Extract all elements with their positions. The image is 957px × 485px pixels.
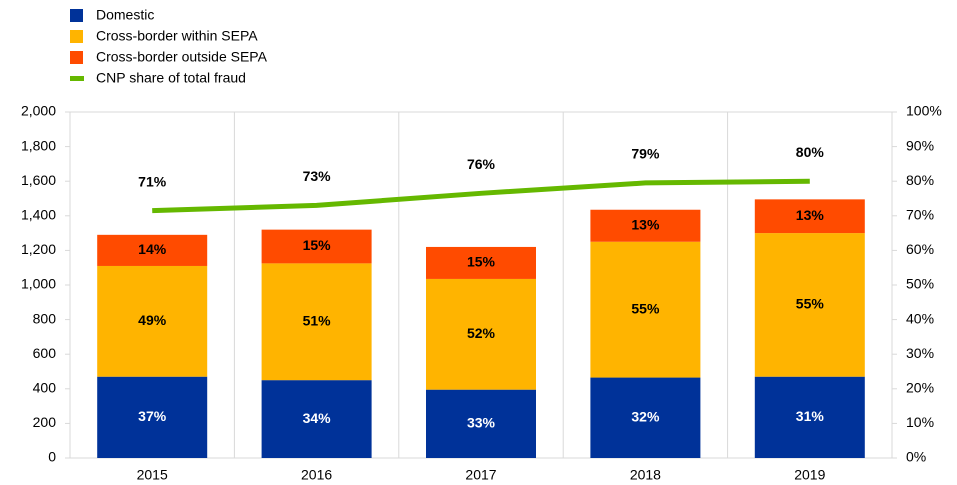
share-label: 49% <box>138 312 167 328</box>
y-tick-label: 0 <box>48 449 56 465</box>
y-tick-label: 2,000 <box>21 103 56 119</box>
x-tick-label: 2015 <box>137 467 168 483</box>
line-label: 73% <box>303 168 332 184</box>
bar-segment <box>754 233 865 377</box>
y-tick-label: 600 <box>33 345 57 361</box>
x-tick-label: 2016 <box>301 467 332 483</box>
share-label: 13% <box>796 207 825 223</box>
y2-tick-label: 0% <box>906 449 926 465</box>
bar-segment <box>261 263 372 381</box>
share-label: 51% <box>303 312 332 328</box>
y2-tick-label: 80% <box>906 172 934 188</box>
y2-tick-label: 100% <box>906 103 942 119</box>
line-label: 71% <box>138 173 167 189</box>
y2-tick-label: 50% <box>906 276 934 292</box>
legend-label: Cross-border within SEPA <box>96 28 258 44</box>
bar-segment <box>426 246 536 279</box>
legend-swatch <box>70 76 84 81</box>
bar-segment <box>590 241 701 378</box>
y2-tick-label: 30% <box>906 345 934 361</box>
share-label: 14% <box>138 241 167 257</box>
y2-tick-label: 70% <box>906 207 934 223</box>
legend-label: Domestic <box>96 7 154 23</box>
y-tick-label: 800 <box>33 310 57 326</box>
y-tick-label: 200 <box>33 414 57 430</box>
y-tick-label: 1,600 <box>21 172 56 188</box>
share-label: 34% <box>303 410 332 426</box>
x-tick-label: 2019 <box>794 467 825 483</box>
x-tick-label: 2018 <box>630 467 661 483</box>
y-tick-label: 1,200 <box>21 241 56 257</box>
y2-tick-label: 40% <box>906 310 934 326</box>
y-tick-label: 1,000 <box>21 276 56 292</box>
share-label: 33% <box>467 415 496 431</box>
legend-swatch <box>70 30 83 43</box>
share-label: 32% <box>631 408 660 424</box>
share-label: 55% <box>796 296 825 312</box>
x-tick-label: 2017 <box>465 467 496 483</box>
y2-tick-label: 10% <box>906 414 934 430</box>
legend-label: Cross-border outside SEPA <box>96 49 268 65</box>
legend-label: CNP share of total fraud <box>96 70 246 86</box>
bar-segment <box>261 380 372 458</box>
line-label: 80% <box>796 144 825 160</box>
share-label: 37% <box>138 408 167 424</box>
y-tick-label: 1,400 <box>21 207 56 223</box>
share-label: 13% <box>631 216 660 232</box>
y2-tick-label: 90% <box>906 137 934 153</box>
share-label: 55% <box>631 300 660 316</box>
bar-segment <box>426 278 536 390</box>
legend-swatch <box>70 51 83 64</box>
bar-segment <box>754 199 865 234</box>
y2-tick-label: 60% <box>906 241 934 257</box>
line-label: 76% <box>467 156 496 172</box>
bar-segment <box>97 265 208 377</box>
bar-segment <box>590 377 701 458</box>
share-label: 52% <box>467 325 496 341</box>
bar-segment <box>97 376 208 458</box>
share-label: 31% <box>796 408 825 424</box>
share-label: 15% <box>467 254 496 270</box>
bar-segment <box>261 229 372 264</box>
legend-swatch <box>70 9 83 22</box>
share-label: 15% <box>303 237 332 253</box>
y-tick-label: 1,800 <box>21 137 56 153</box>
bar-segment <box>426 389 536 458</box>
bar-segment <box>97 234 208 266</box>
bar-segment <box>754 376 865 458</box>
y-tick-label: 400 <box>33 380 57 396</box>
line <box>152 178 810 214</box>
bar-segment <box>590 209 701 242</box>
y2-tick-label: 20% <box>906 380 934 396</box>
line-label: 79% <box>631 146 660 162</box>
